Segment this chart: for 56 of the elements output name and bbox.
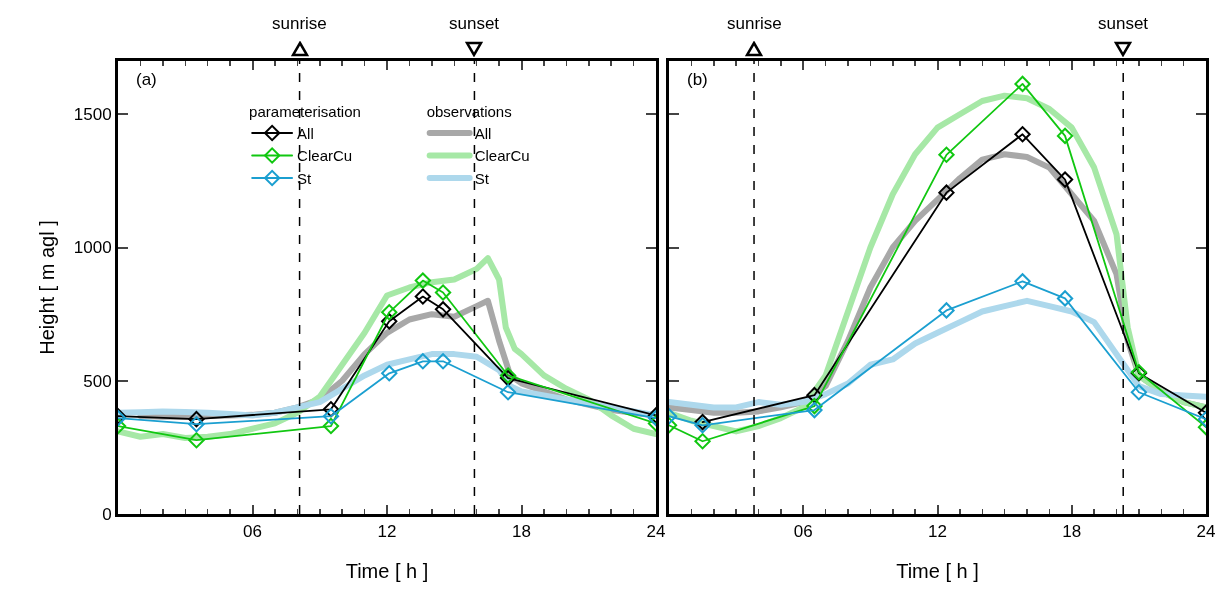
legend-title: parameterisation: [249, 102, 361, 120]
x-tick-label: 06: [243, 522, 262, 542]
point: [499, 384, 517, 401]
point: [322, 408, 340, 425]
point: [322, 401, 340, 418]
y-tick-label: 1500: [73, 105, 112, 125]
point: [381, 313, 398, 330]
annotation: (b): [687, 70, 708, 89]
ref-line-label: sunrise: [727, 14, 782, 33]
y-tick-label: 500: [83, 371, 112, 391]
ref-line-label: sunset: [449, 14, 500, 33]
point: [1056, 127, 1074, 145]
y-axis-title: Height [ m agl ]: [36, 220, 59, 355]
x-tick-label: 24: [646, 522, 666, 542]
point: [1130, 384, 1148, 401]
point: [806, 387, 823, 404]
x-axis-title: Time [ h ]: [896, 559, 979, 582]
y-tick-label: 0: [102, 504, 112, 524]
x-tick-label: 18: [1062, 522, 1082, 542]
point: [806, 397, 823, 415]
point: [414, 288, 432, 305]
point: [434, 353, 452, 370]
point: [434, 301, 452, 318]
point: [322, 417, 340, 435]
point: [434, 284, 452, 301]
point: [694, 417, 711, 434]
annotation: (a): [136, 70, 157, 89]
point: [414, 272, 432, 289]
annotation: observations: [426, 102, 512, 120]
x-tick-label: 12: [928, 522, 947, 542]
point: [1056, 290, 1074, 307]
y-tick-label: 1000: [73, 238, 112, 258]
legend-label: ClearCu: [297, 147, 353, 165]
point: [414, 353, 432, 370]
legend-label: St: [474, 169, 490, 187]
point: [938, 184, 955, 201]
x-axis-title: Time [ h ]: [345, 559, 429, 582]
point: [1014, 75, 1031, 93]
legend-label: All: [474, 124, 492, 142]
point: [806, 401, 823, 419]
legend-label: St: [297, 169, 313, 187]
point: [1056, 171, 1074, 188]
point: [381, 365, 398, 382]
x-tick-label: 06: [793, 522, 813, 542]
legend-label: ClearCu: [474, 147, 530, 165]
point: [938, 146, 955, 163]
ref-line-label: sunset: [1098, 14, 1149, 33]
x-tick-label: 12: [377, 522, 397, 542]
x-tick-label: 18: [512, 522, 531, 542]
point: [694, 433, 711, 450]
point: [938, 302, 955, 319]
x-tick-label: 24: [1196, 522, 1216, 542]
ref-line-label: sunrise: [272, 14, 327, 33]
point: [1014, 126, 1031, 143]
point: [1014, 273, 1031, 290]
point: [381, 304, 398, 321]
